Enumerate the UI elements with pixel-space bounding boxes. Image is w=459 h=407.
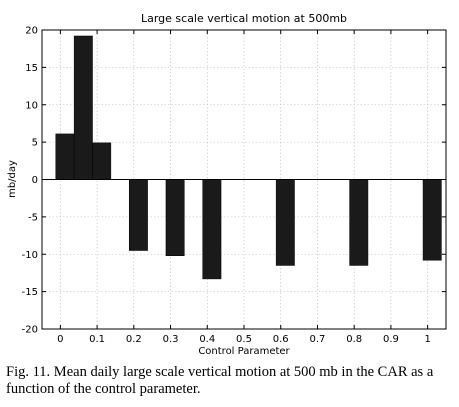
x-tick-label: 0.3 — [163, 334, 179, 345]
y-tick-label: 15 — [25, 63, 38, 74]
x-tick-label: 0 — [57, 334, 63, 345]
bar — [128, 179, 148, 251]
y-tick-label: -5 — [28, 212, 38, 223]
x-tick-label: 0.7 — [310, 334, 326, 345]
x-tick-label: 0.2 — [126, 334, 142, 345]
bar — [275, 179, 295, 266]
x-tick-label: 0.6 — [273, 334, 289, 345]
y-tick-label: 10 — [25, 100, 38, 111]
bar — [202, 179, 222, 280]
x-tick-label: 0.8 — [346, 334, 362, 345]
bar — [165, 179, 185, 256]
bar — [73, 35, 93, 180]
figure-caption: Fig. 11. Mean daily large scale vertical… — [6, 364, 456, 398]
chart-title: Large scale vertical motion at 500mb — [141, 12, 347, 25]
y-axis-label: mb/day — [7, 160, 18, 198]
bar — [349, 179, 369, 266]
bars — [55, 35, 442, 280]
caption-line-2: function of the control parameter. — [6, 381, 201, 397]
y-tick-label: 0 — [32, 175, 38, 186]
x-axis-label: Control Parameter — [198, 346, 290, 357]
bar — [55, 133, 75, 180]
x-tick-label: 0.9 — [383, 334, 399, 345]
ticks: 0 0.1 0.2 0.3 0.4 0.5 0.6 0.7 0.8 0.9 1 -20 -15 -10 -5… — [22, 26, 446, 345]
x-tick-label: 1 — [424, 334, 430, 345]
bar — [92, 142, 112, 180]
x-tick-label: 0.4 — [199, 334, 215, 345]
x-tick-label: 0.1 — [89, 334, 105, 345]
y-tick-label: -20 — [22, 325, 38, 336]
y-tick-label: -10 — [22, 250, 38, 261]
bar — [422, 179, 442, 261]
chart: Large scale vertical motion at 500mb 0 0.… — [7, 12, 447, 357]
caption-line-1: Fig. 11. Mean daily large scale vertical… — [6, 364, 434, 380]
y-tick-label: 5 — [32, 138, 38, 149]
x-tick-label: 0.5 — [236, 334, 252, 345]
y-tick-label: 20 — [25, 26, 38, 37]
y-tick-label: -15 — [22, 287, 38, 298]
